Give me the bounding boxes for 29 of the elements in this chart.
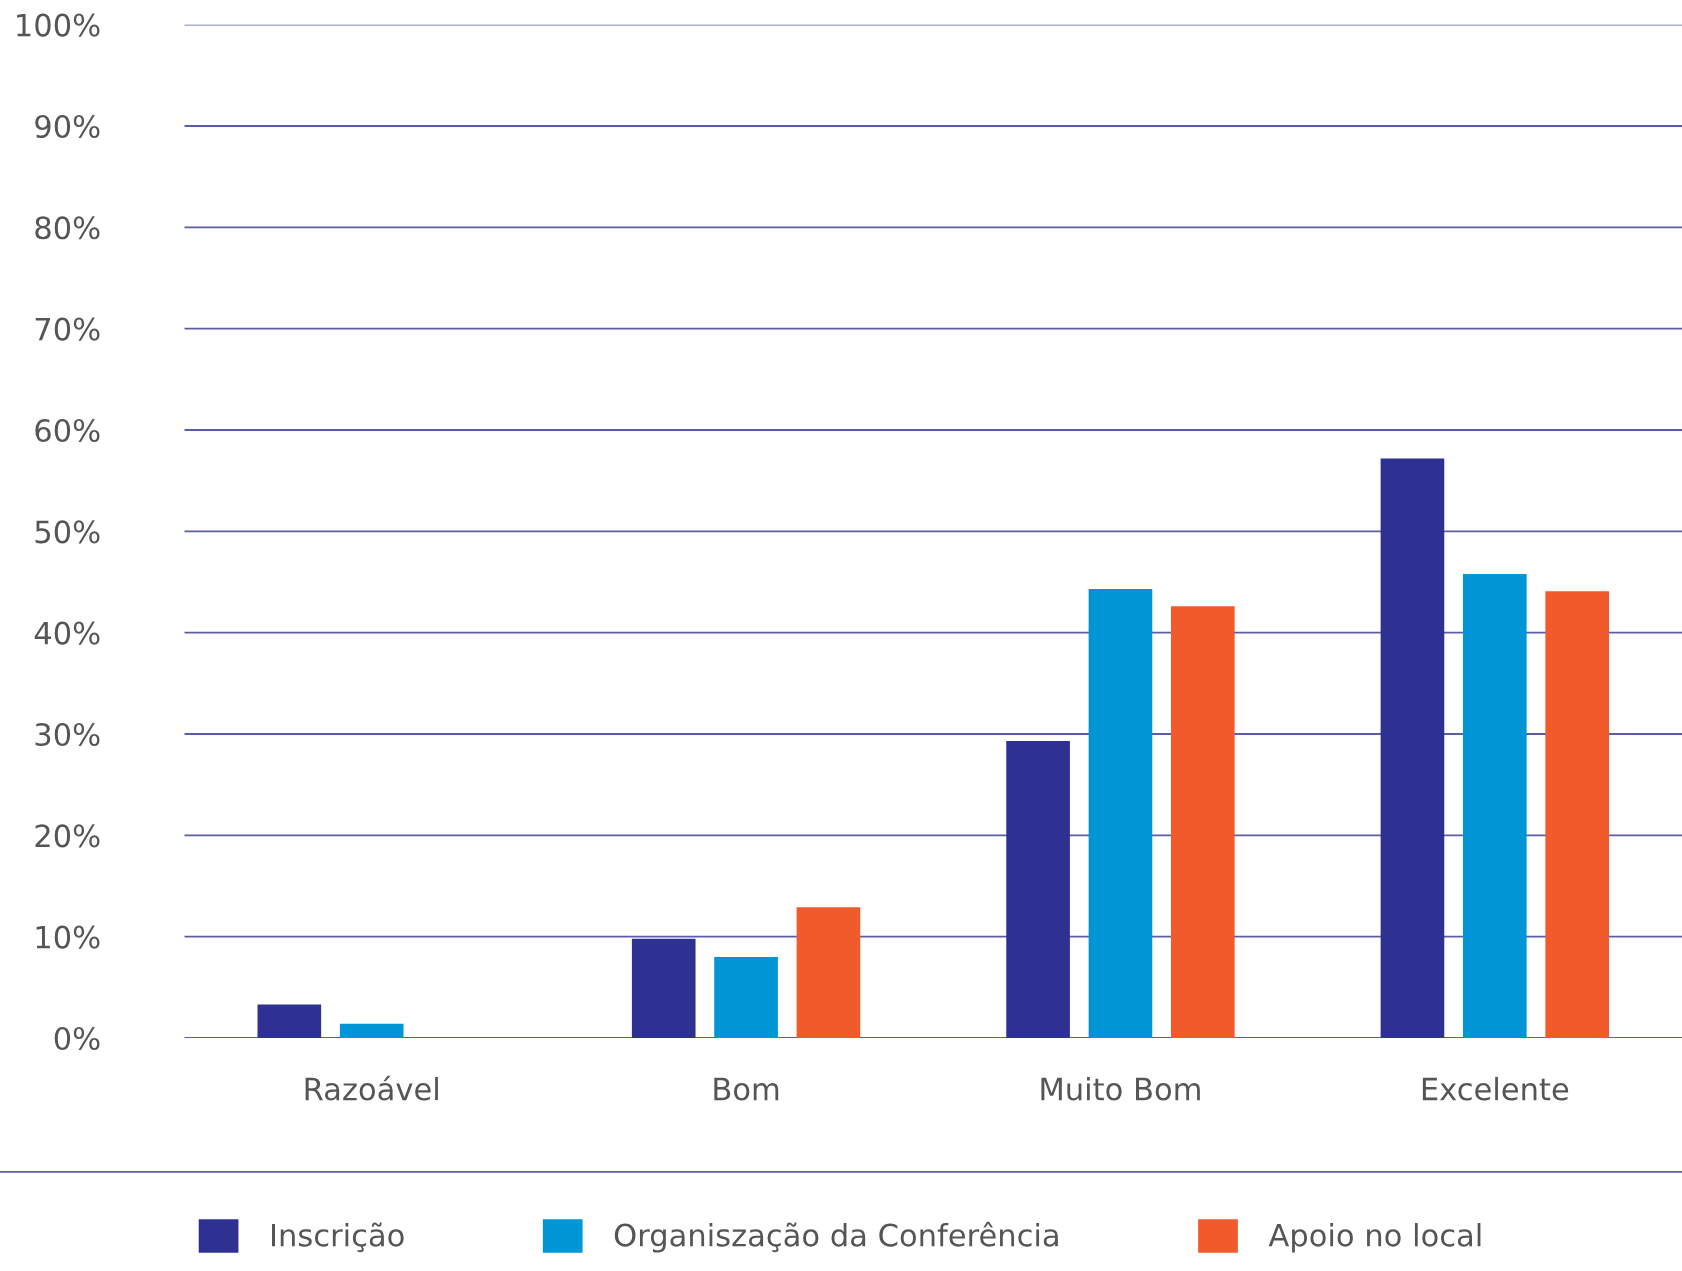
y-tick-label: 50%	[35, 520, 100, 544]
bar	[714, 956, 778, 1039]
y-tick-label: 70%	[35, 317, 100, 341]
bar	[1088, 589, 1153, 1039]
bar	[339, 1023, 404, 1039]
bar	[1006, 741, 1070, 1039]
bar	[257, 1004, 322, 1039]
x-tick-label: Muito Bom	[1041, 1076, 1200, 1101]
y-tick-label: 60%	[35, 418, 100, 443]
bar	[1545, 591, 1609, 1039]
bar	[1170, 606, 1235, 1039]
legend-label: Organiszação da Conferência	[614, 1221, 1058, 1253]
y-tick-label: 0%	[54, 1026, 100, 1051]
legend-label: Inscrição	[271, 1222, 404, 1253]
y-tick-label: 30%	[35, 722, 100, 747]
bar	[631, 938, 696, 1039]
y-tick-label: 10%	[36, 925, 100, 949]
x-tick-label: Bom	[714, 1077, 779, 1101]
y-tick-label: 20%	[35, 824, 100, 848]
bar	[1380, 458, 1445, 1039]
legend-label: Apoio no local	[1268, 1223, 1481, 1253]
x-tick-label: Excelente	[1422, 1076, 1569, 1101]
y-tick-label: 90%	[35, 114, 100, 139]
y-tick-label: 100%	[17, 13, 100, 37]
x-tick-label: Razoável	[305, 1075, 438, 1101]
bar	[1462, 573, 1527, 1039]
y-tick-label: 40%	[34, 621, 100, 645]
y-tick-label: 80%	[35, 216, 100, 240]
bar	[796, 907, 861, 1039]
